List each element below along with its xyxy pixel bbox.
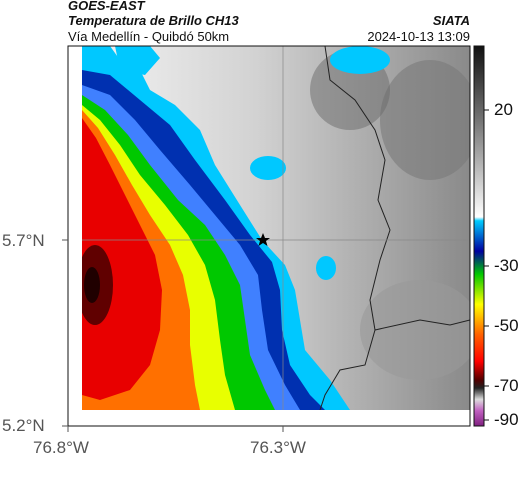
lat-tick-label: 5.7°N: [2, 231, 45, 250]
satellite-source: GOES-EAST: [68, 0, 145, 13]
lat-tick-label: 5.2°N: [2, 416, 45, 435]
timestamp: 2024-10-13 13:09: [367, 29, 470, 44]
colorbar-tick-label: 20: [494, 100, 513, 119]
colorbar-tick-label: -50: [494, 316, 519, 335]
colorbar-tick-label: -90: [494, 410, 519, 429]
agency-label: SIATA: [432, 13, 470, 28]
lon-tick-label: 76.8°W: [33, 438, 89, 457]
colorbar-tick-label: -30: [494, 256, 519, 275]
product-title: Temperatura de Brillo CH13: [68, 13, 239, 28]
colorbar: [473, 45, 485, 427]
star-icon: [256, 233, 270, 246]
cloud-region-red: [82, 118, 162, 400]
colorbar-tick-label: -70: [494, 376, 519, 395]
department-border: [324, 46, 470, 331]
lon-tick-label: 76.3°W: [250, 438, 306, 457]
region-subtitle: Vía Medellín - Quibdó 50km: [68, 29, 230, 44]
